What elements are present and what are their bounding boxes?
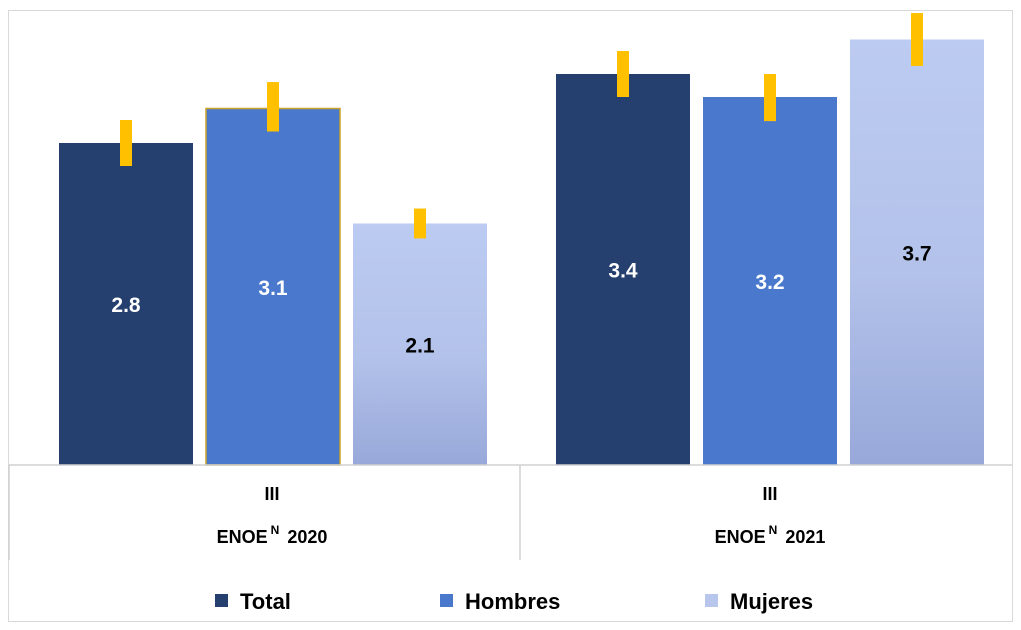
bar-hombres-2021 [703,97,837,465]
tick-label-survey-2020: ENOE N 2020 [217,523,328,547]
tick-label-survey-2021: ENOE N 2021 [715,523,826,547]
error-bar-mujeres-2021 [911,13,923,66]
tick-label-survey-name: ENOE [715,527,766,547]
chart-frame [8,10,1013,622]
error-bar-hombres-2021 [764,74,776,122]
legend-label-total: Total [240,589,291,614]
bar-mujeres-2020 [353,223,487,465]
tick-label-quarter-2021: III [762,484,777,504]
legend-label-hombres: Hombres [465,589,560,614]
error-bar-mujeres-2020 [414,208,426,239]
bar-total-2020 [59,143,193,465]
tick-label-year: 2021 [785,527,825,547]
tick-label-superscript: N [769,523,778,537]
tick-label-survey-name: ENOE [217,527,268,547]
data-label-total-2020: 2.8 [111,294,141,317]
legend-swatch-total [215,594,228,607]
bar-mujeres-2021 [850,39,984,465]
legend-swatch-mujeres [705,594,718,607]
tick-label-quarter-2020: III [264,484,279,504]
data-label-hombres-2021: 3.2 [755,271,784,294]
legend-label-mujeres: Mujeres [730,589,813,614]
data-label-mujeres-2021: 3.7 [902,242,931,265]
data-label-hombres-2020: 3.1 [258,277,288,300]
error-bar-total-2021 [617,51,629,97]
data-label-mujeres-2020: 2.1 [405,334,435,357]
data-label-total-2021: 3.4 [608,260,638,283]
legend-swatch-hombres [440,594,453,607]
bar-total-2021 [556,74,690,465]
error-bar-hombres-2020 [267,82,279,132]
tick-label-superscript: N [271,523,280,537]
error-bar-total-2020 [120,120,132,166]
tick-label-year: 2020 [287,527,327,547]
